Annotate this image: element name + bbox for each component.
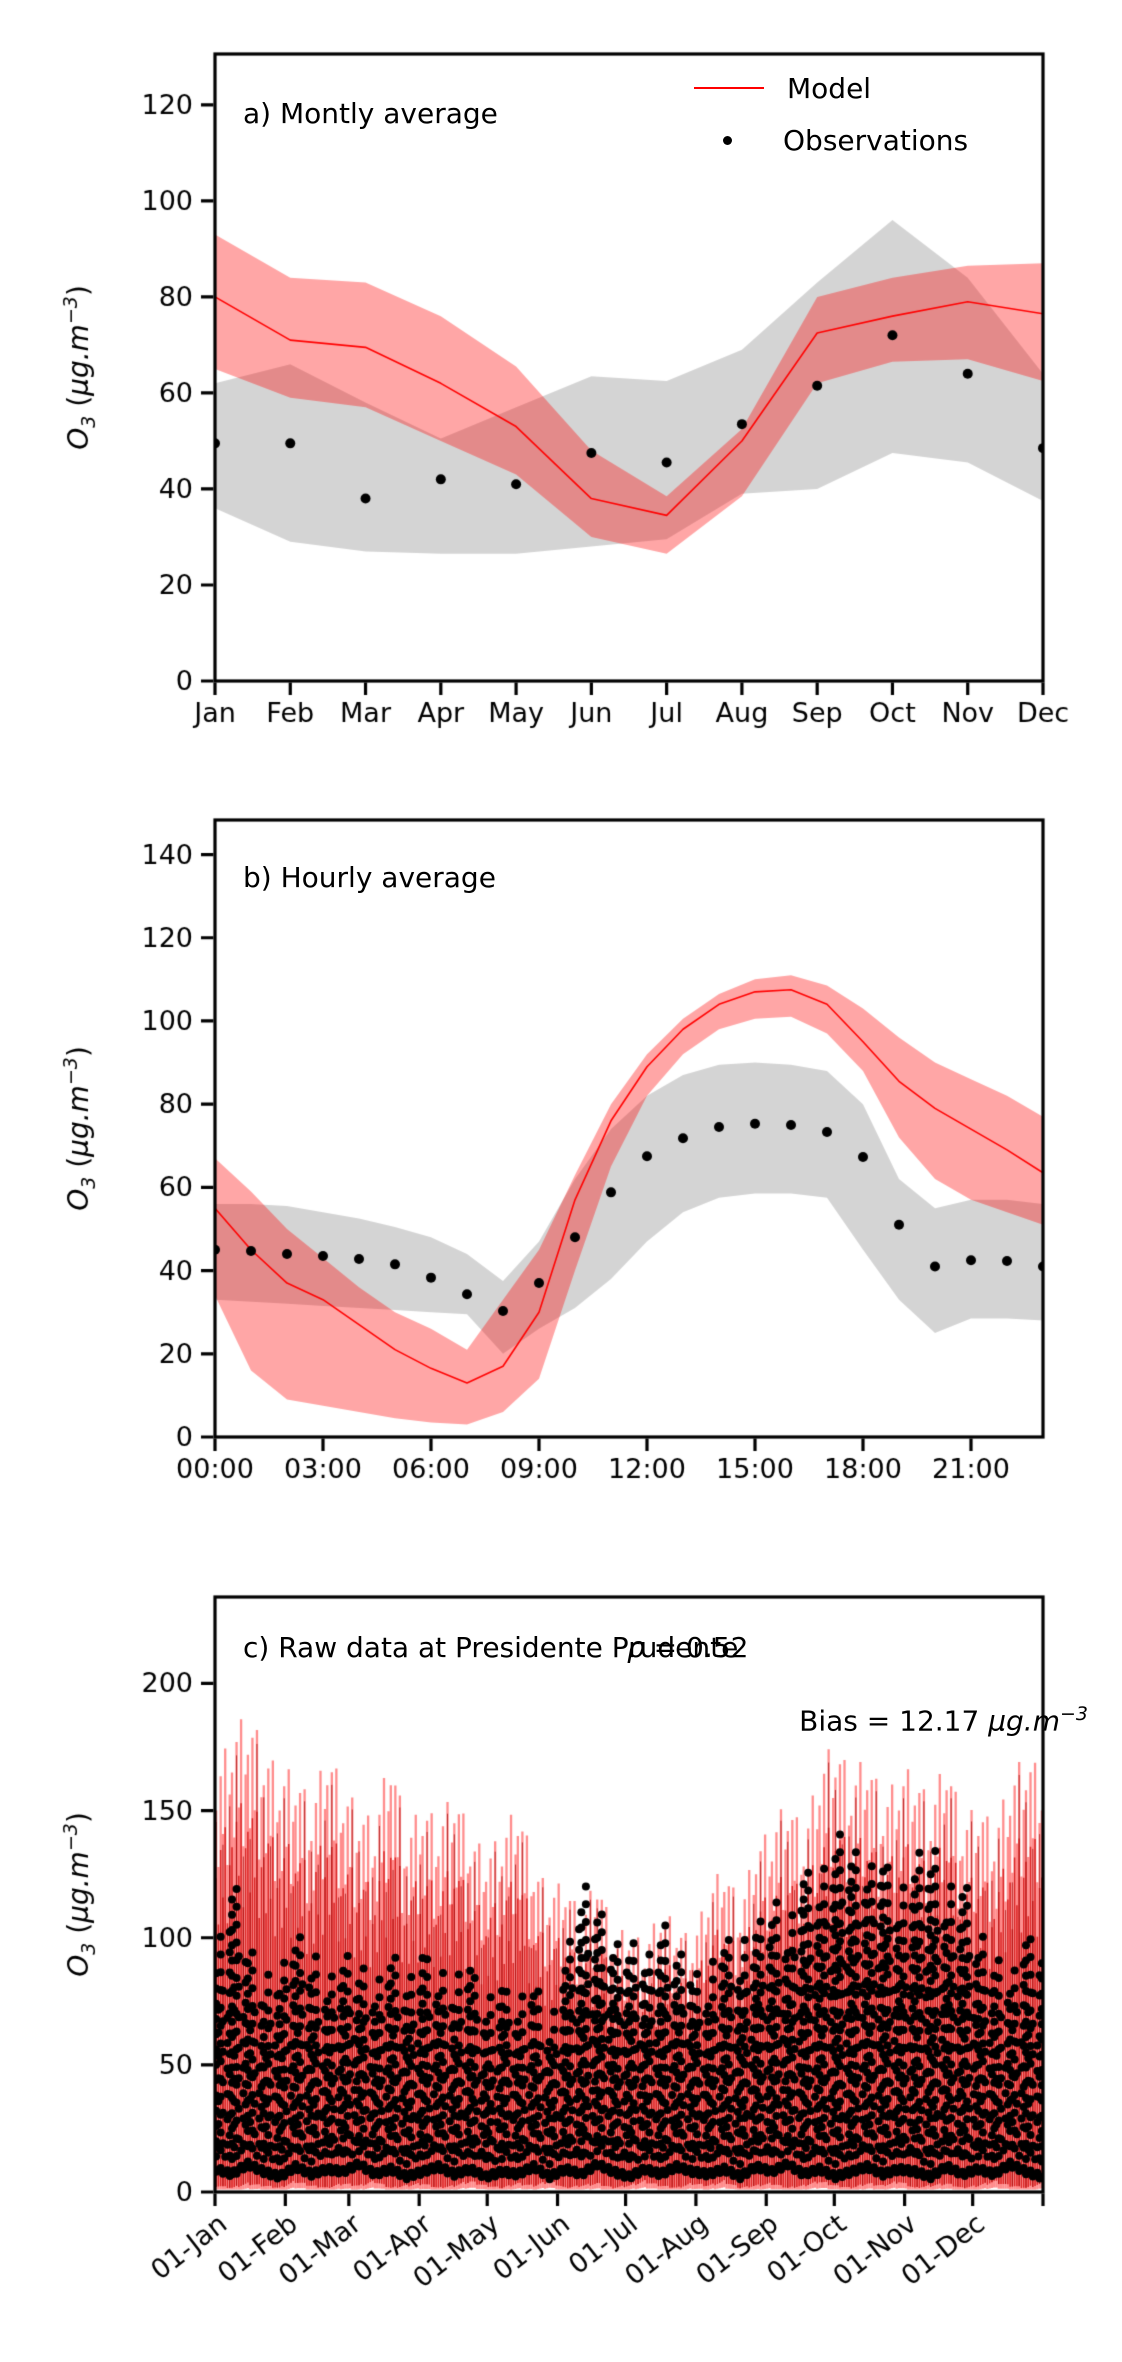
- rho-value: = 0.52: [644, 1631, 749, 1664]
- bias-unit: μg.m: [988, 1704, 1060, 1738]
- rho-symbol: ρ: [627, 1631, 645, 1664]
- legend-label-model: Model: [787, 71, 872, 105]
- correlation-annotation: ρ = 0.52: [627, 1631, 748, 1665]
- bias-annotation: Bias = 12.17 μg.m−3: [799, 1697, 1088, 1738]
- legend-item-model: Model: [694, 66, 968, 110]
- legend-label-observations: Observations: [783, 123, 969, 157]
- panel-b-title: b) Hourly average: [243, 861, 496, 894]
- panel-a-title: a) Montly average: [243, 97, 498, 130]
- panel-c-title: c) Raw data at Presidente Prudente: [243, 1631, 739, 1664]
- bias-exponent: −3: [1059, 1703, 1088, 1725]
- bias-value: Bias = 12.17: [799, 1704, 989, 1738]
- model-line-icon: [694, 87, 764, 89]
- legend: Model Observations: [694, 66, 968, 170]
- observations-dot-icon: [723, 135, 732, 145]
- legend-item-observations: Observations: [694, 118, 968, 162]
